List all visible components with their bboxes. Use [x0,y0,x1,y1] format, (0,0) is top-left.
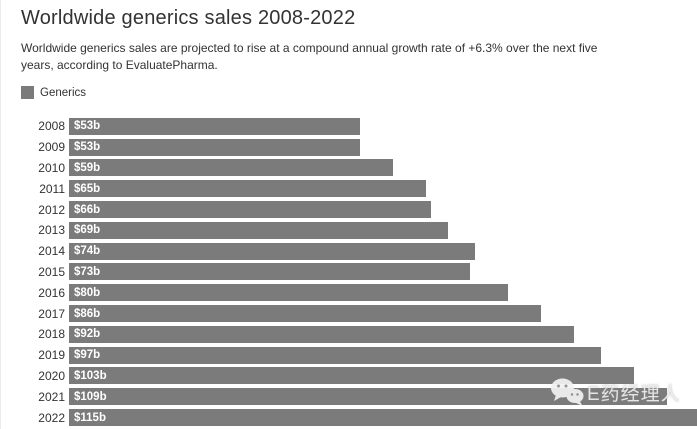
bar: $69b [69,221,448,239]
bar: $92b [69,325,574,343]
bar: $73b [69,263,470,281]
bar-row: 2016 $80b [21,282,677,303]
bar-row: 2011 $65b [21,178,677,199]
bar-row: 2013 $69b [21,220,677,241]
bar-track: $80b [69,284,697,302]
bar-row: 2021 $109b [21,386,677,407]
bar-chart: 2008 $53b 2009 $53b 2010 $59b [21,116,697,428]
year-label: 2018 [38,327,65,342]
year-label: 2010 [38,160,65,175]
bar-row: 2008 $53b [21,116,677,137]
bar-track: $66b [69,201,697,219]
bar-value-label: $74b [74,245,101,258]
bar: $115b [69,409,697,427]
bar-track: $103b [69,367,697,385]
year-label: 2020 [38,368,65,383]
bar: $80b [69,284,508,302]
year-label: 2022 [38,410,65,425]
year-label: 2009 [38,140,65,155]
bar: $86b [69,305,541,323]
bar-track: $115b [69,409,697,427]
bar-track: $73b [69,263,697,281]
bar: $65b [69,180,426,198]
bar-value-label: $73b [74,265,101,278]
bar-row: 2020 $103b [21,366,677,387]
bar: $53b [69,117,360,135]
bar: $66b [69,201,432,219]
year-label: 2014 [38,244,65,259]
legend-swatch-generics [21,86,34,99]
bar-track: $109b [69,388,697,406]
bar-value-label: $103b [74,369,107,382]
bar-row: 2014 $74b [21,241,677,262]
bar-track: $74b [69,242,697,260]
bar-track: $59b [69,159,697,177]
bar-rows: 2008 $53b 2009 $53b 2010 $59b [21,116,697,428]
year-label: 2017 [38,306,65,321]
year-label: 2013 [38,223,65,238]
year-label: 2016 [38,285,65,300]
bar-value-label: $109b [74,390,107,403]
year-label: 2011 [39,181,65,196]
legend: Generics [21,86,677,99]
bar-value-label: $86b [74,307,101,320]
bar-track: $53b [69,138,697,156]
bar-value-label: $69b [74,224,101,237]
bar-value-label: $65b [74,182,101,195]
bar-value-label: $66b [74,203,101,216]
bar: $74b [69,242,476,260]
bar: $59b [69,159,393,177]
year-label: 2015 [38,264,65,279]
bar-value-label: $115b [74,411,106,424]
bar: $97b [69,346,602,364]
bar-row: 2009 $53b [21,137,677,158]
bar-value-label: $92b [74,328,101,341]
bar-row: 2015 $73b [21,262,677,283]
bar-track: $92b [69,325,697,343]
bar-track: $69b [69,221,697,239]
year-label: 2021 [38,389,65,404]
legend-label: Generics [40,86,87,99]
bar-row: 2010 $59b [21,158,677,179]
bar: $109b [69,388,668,406]
chart-subtitle: Worldwide generics sales are projected t… [21,41,598,72]
bar: $103b [69,367,635,385]
bar-row: 2019 $97b [21,345,677,366]
bar-track: $53b [69,117,697,135]
bar-row: 2017 $86b [21,303,677,324]
bar-value-label: $97b [74,349,101,362]
bar: $53b [69,138,360,156]
bar-track: $65b [69,180,697,198]
bar-track: $86b [69,305,697,323]
year-label: 2012 [38,202,65,217]
bar-value-label: $59b [74,161,101,174]
bar-track: $97b [69,346,697,364]
bar-value-label: $53b [74,141,101,154]
bar-row: 2012 $66b [21,199,677,220]
bar-row: 2018 $92b [21,324,677,345]
bar-value-label: $53b [74,120,101,133]
chart-title: Worldwide generics sales 2008-2022 [21,7,356,29]
year-label: 2008 [38,119,65,134]
year-label: 2019 [38,348,65,363]
bar-value-label: $80b [74,286,101,299]
bar-row: 2022 $115b [21,407,697,428]
